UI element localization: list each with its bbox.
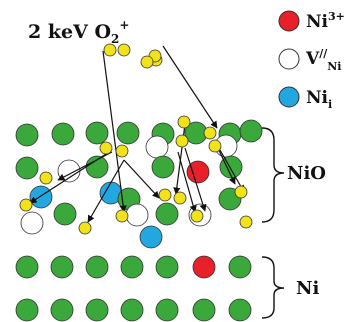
oxygen-atom: [78, 221, 92, 235]
ni-atom: [15, 298, 39, 322]
ni-atom: [85, 255, 109, 279]
interstitial: [29, 185, 53, 209]
oxygen-atom: [19, 198, 33, 212]
oxygen-atom: [103, 43, 117, 57]
ni-atom: [50, 298, 74, 322]
ni-atom: [50, 255, 74, 279]
legend-interstitial-marker: [278, 86, 300, 108]
ni-atom: [120, 298, 144, 322]
ni-atom: [51, 122, 75, 146]
ni3-ion: [186, 160, 210, 184]
trajectory-arrow: [29, 153, 107, 204]
ni-atom: [228, 255, 252, 279]
nio-region-label: NiO: [287, 163, 326, 184]
ni-atom: [53, 202, 77, 226]
trajectories: [29, 45, 245, 223]
ni-region-label: Ni: [296, 278, 319, 299]
ni-atom: [155, 255, 179, 279]
trajectory-arrow: [57, 151, 113, 181]
trajectory-arrow: [184, 147, 207, 212]
trajectory-arrow: [102, 50, 127, 213]
nio-lattice: [15, 119, 263, 249]
ni-atom: [120, 255, 144, 279]
legend-vacancy-label: V//Ni: [305, 47, 341, 73]
ni-atom: [228, 298, 252, 322]
ni-atom: [15, 156, 39, 180]
oxygen-atom: [117, 43, 131, 57]
legend-ni3-label: Ni3+: [306, 10, 345, 32]
oxygen-atom: [234, 185, 248, 199]
beam-label: 2 keV O2+: [28, 18, 129, 46]
trajectory-arrow: [87, 159, 125, 223]
oxygen-atom: [158, 188, 172, 202]
ni-atom: [85, 298, 109, 322]
vacancy: [20, 211, 44, 235]
oxygen-atoms: [19, 43, 253, 235]
trajectory-arrow: [162, 45, 218, 129]
oxygen-atom: [190, 209, 204, 223]
ni-atom: [155, 202, 179, 226]
ni-atom: [239, 119, 263, 143]
ni-atom: [155, 298, 179, 322]
oxygen-atom: [115, 209, 129, 223]
vacancy: [125, 203, 149, 227]
legend: Ni3+ V//Ni Nii: [278, 10, 345, 111]
oxygen-atom: [177, 115, 191, 129]
region-brackets: [261, 127, 285, 319]
oxygen-atom: [203, 126, 217, 140]
ni-atom: [116, 121, 140, 145]
ni-atom: [151, 155, 175, 179]
oxygen-atom: [208, 139, 222, 153]
oxygen-atom: [115, 144, 129, 158]
trajectory-arrow: [219, 149, 245, 193]
ni-atom: [15, 123, 39, 147]
interstitial: [139, 225, 163, 249]
ni-atom: [192, 298, 216, 322]
oxygen-atom: [173, 191, 187, 205]
ni-atom: [85, 121, 109, 145]
trajectory-arrow: [123, 159, 160, 199]
legend-interstitial-label: Nii: [306, 88, 332, 111]
oxygen-atom: [175, 134, 189, 148]
oxygen-atom: [140, 55, 154, 69]
ni-bracket: [261, 256, 285, 319]
oxygen-atom: [99, 141, 113, 155]
vacancy: [145, 135, 169, 159]
legend-vacancy-marker: [278, 48, 300, 70]
nio-bracket: [261, 127, 285, 223]
oxygen-atom: [39, 171, 53, 185]
legend-ni3-marker: [278, 10, 300, 32]
trajectory-arrow: [177, 151, 197, 213]
ni-atom: [15, 255, 39, 279]
oxygen-atom: [239, 215, 253, 229]
ni3-ion: [192, 255, 216, 279]
ni-lattice: [15, 255, 252, 322]
